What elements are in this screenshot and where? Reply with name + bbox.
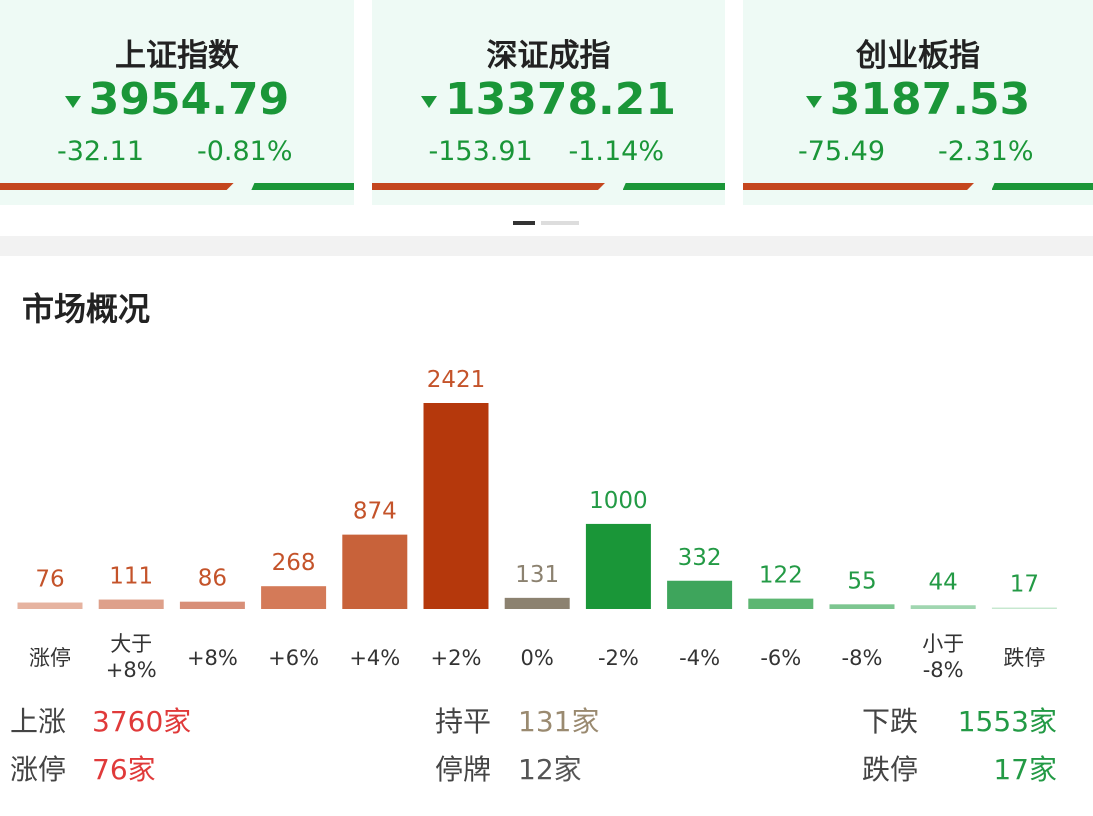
value-label: 122 [759, 563, 803, 589]
bar [179, 601, 245, 609]
bar [17, 602, 83, 609]
chart: 76 涨停 111 大于+8% 86 +8% 268 +6% 874 +4% 2421 +2% 131 0… [17, 367, 1057, 682]
bar [748, 598, 814, 609]
index-card: 上证指数 3954.79 -32.11 -0.81% [0, 0, 354, 205]
value-label: 111 [109, 564, 153, 590]
down-ratio-bar [991, 183, 1093, 190]
up-ratio-bar [743, 183, 974, 190]
down-ratio-bar [622, 183, 725, 190]
value-label: 55 [847, 568, 876, 594]
index-change: -153.91 [428, 136, 533, 167]
bar [910, 605, 976, 609]
bar [423, 403, 489, 609]
category-label: +4% [349, 646, 400, 670]
page-dot [541, 221, 579, 225]
stat-value: 76家 [92, 753, 156, 786]
bar [829, 604, 895, 609]
index-card: 创业板指 3187.53 -75.49 -2.31% [743, 0, 1093, 205]
index-name: 深证成指 [486, 38, 611, 74]
value-label: 17 [1010, 572, 1039, 598]
value-label: 131 [515, 562, 559, 588]
category-label: 小于-8% [922, 632, 964, 682]
page-dot [513, 221, 535, 225]
value-label: 76 [35, 567, 64, 593]
category-label: 涨停 [29, 646, 71, 670]
separator [0, 236, 1093, 256]
stat-label: 上涨 [10, 705, 67, 738]
index-name: 创业板指 [856, 38, 980, 74]
value-label: 44 [929, 569, 958, 595]
category-label: 0% [521, 646, 554, 670]
stat-value: 3760家 [92, 705, 192, 738]
value-label: 332 [678, 545, 722, 571]
up-ratio-bar [0, 183, 234, 190]
bar [991, 607, 1057, 609]
stat-label: 停牌 [435, 753, 492, 786]
index-card: 深证成指 13378.21 -153.91 -1.14% [372, 0, 725, 205]
bar [342, 534, 408, 609]
category-label: +6% [268, 646, 319, 670]
index-change: -32.11 [57, 136, 145, 167]
bar [261, 586, 327, 609]
index-percent: -1.14% [568, 136, 665, 167]
bar [504, 597, 570, 609]
bar [98, 599, 164, 609]
stat-label: 涨停 [10, 753, 67, 786]
stat-value: 1553家 [957, 705, 1057, 738]
index-change: -75.49 [798, 136, 886, 167]
category-label: 大于+8% [106, 632, 157, 682]
category-label: 跌停 [1003, 646, 1045, 670]
index-value: 13378.21 [372, 74, 725, 125]
bar [667, 580, 733, 609]
stat-label: 持平 [435, 705, 492, 738]
index-value: 3187.53 [743, 74, 1093, 125]
value-label: 86 [198, 566, 227, 592]
category-label: -4% [679, 646, 720, 670]
value-label: 874 [353, 499, 397, 525]
category-label: +8% [187, 646, 238, 670]
index-percent: -2.31% [938, 136, 1034, 167]
category-label: -2% [598, 646, 639, 670]
stat-value: 12家 [518, 753, 582, 786]
index-percent: -0.81% [197, 136, 293, 167]
value-label: 1000 [589, 488, 648, 514]
value-label: 268 [272, 550, 316, 576]
down-ratio-bar [251, 183, 354, 190]
index-name: 上证指数 [115, 38, 239, 74]
value-label: 2421 [427, 367, 486, 393]
stat-value: 131家 [518, 705, 600, 738]
section-title: 市场概况 [22, 290, 151, 328]
stat-label: 跌停 [862, 753, 919, 786]
category-label: +2% [431, 646, 482, 670]
stat-value: 17家 [993, 753, 1057, 786]
category-label: -8% [842, 646, 883, 670]
bar [585, 523, 651, 609]
up-ratio-bar [372, 183, 605, 190]
category-label: -6% [760, 646, 801, 670]
stat-label: 下跌 [862, 705, 919, 738]
index-value: 3954.79 [0, 74, 354, 125]
